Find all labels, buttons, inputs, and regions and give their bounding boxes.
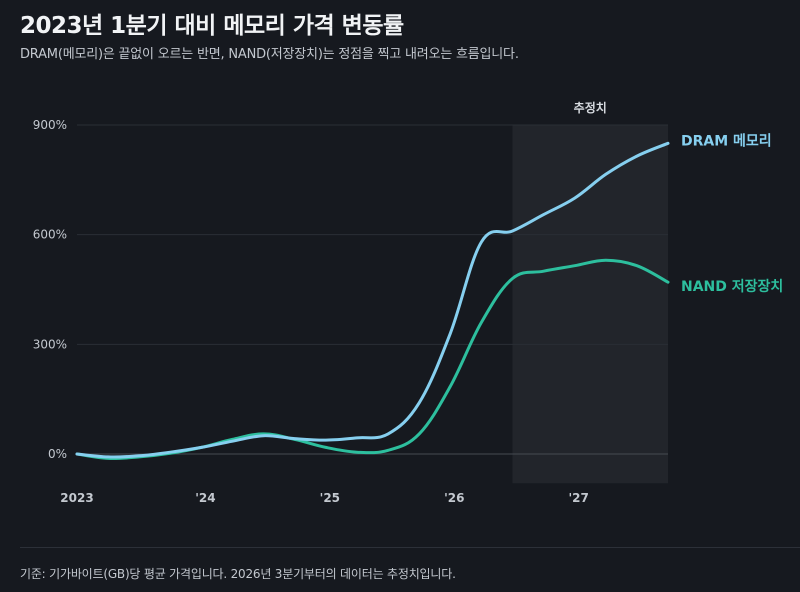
nand-series-label: NAND 저장장치 — [681, 278, 783, 295]
x-tick-label: '24 — [195, 491, 215, 505]
y-tick-label: 600% — [33, 228, 67, 242]
forecast-band — [512, 125, 668, 484]
x-tick-label: '26 — [444, 491, 464, 505]
x-tick-label: 2023 — [60, 491, 93, 505]
chart-subtitle: DRAM(메모리)은 끝없이 오르는 반면, NAND(저장장치)는 정점을 찍… — [20, 47, 519, 62]
dram-series-label: DRAM 메모리 — [681, 133, 772, 149]
y-tick-label: 300% — [33, 337, 67, 351]
footer-divider — [20, 547, 800, 548]
chart-title: 2023년 1분기 대비 메모리 가격 변동률 — [20, 13, 404, 39]
y-tick-label: 0% — [48, 447, 67, 461]
x-tick-label: '27 — [568, 491, 588, 505]
y-tick-label: 900% — [33, 118, 67, 132]
x-tick-label: '25 — [320, 491, 340, 505]
forecast-label: 추정치 — [574, 100, 607, 115]
dram-series-line — [75, 141, 670, 459]
chart-footnote: 기준: 기가바이트(GB)당 평균 가격입니다. 2026년 3분기부터의 데이… — [20, 567, 456, 581]
